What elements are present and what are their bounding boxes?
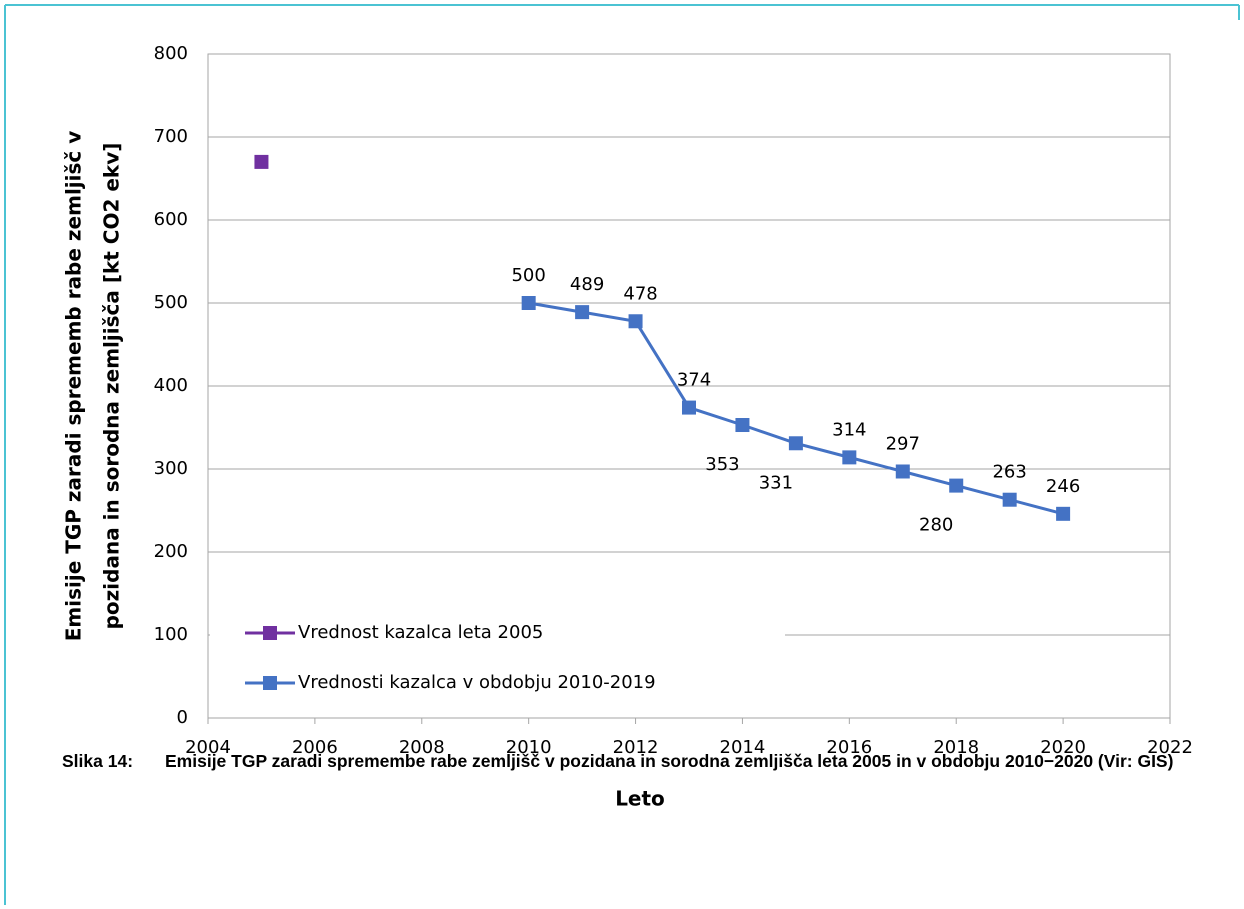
y-tick-label: 300 [154, 458, 188, 479]
y-tick-label: 400 [154, 375, 188, 396]
marker [254, 154, 269, 169]
y-tick-label: 0 [177, 707, 188, 728]
data-label: 478 [623, 283, 657, 304]
legend-bg [210, 608, 785, 708]
x-tick-label: 2016 [826, 737, 872, 758]
marker [949, 478, 964, 493]
y-tick-label: 800 [154, 43, 188, 64]
legend-marker [263, 676, 277, 690]
data-label: 489 [570, 274, 604, 295]
data-label: 246 [1046, 476, 1080, 497]
marker [895, 464, 910, 479]
marker [682, 400, 696, 415]
marker [788, 436, 803, 451]
x-tick-label: 2006 [292, 737, 338, 758]
x-tick-label: 2010 [506, 737, 552, 758]
x-tick-label: 2018 [933, 737, 979, 758]
y-tick-label: 600 [154, 209, 188, 230]
y-tick-label: 200 [154, 541, 188, 562]
series-line [528, 301, 1064, 516]
data-label: 263 [992, 462, 1026, 483]
data-label: 280 [919, 515, 953, 536]
legend-marker [263, 626, 277, 640]
data-label: 331 [759, 472, 793, 493]
x-tick-label: 2004 [185, 737, 231, 758]
marker [521, 296, 536, 310]
marker [735, 418, 750, 433]
y-tick-label: 700 [154, 126, 188, 147]
data-label: 297 [886, 433, 920, 454]
x-tick-label: 2020 [1040, 737, 1086, 758]
caption-label: Slika 14: [62, 751, 134, 771]
x-tick-label: 2014 [720, 737, 766, 758]
caption-text: Emisije TGP zaradi spremembe rabe zemlji… [165, 751, 1174, 771]
marker [1002, 492, 1017, 507]
y-tick-label: 500 [154, 292, 188, 313]
y-axis-label: pozidana in sorodna zemljišča [kt CO2 ek… [100, 143, 124, 630]
x-axis-label: Leto [615, 787, 665, 811]
legend-label: Vrednost kazalca leta 2005 [298, 622, 543, 643]
legend-label: Vrednosti kazalca v obdobju 2010-2019 [298, 672, 656, 693]
data-label: 353 [705, 454, 739, 475]
data-label: 500 [511, 265, 545, 286]
marker [575, 305, 590, 320]
marker [1056, 506, 1071, 521]
x-tick-label: 2008 [399, 737, 445, 758]
y-axis-label: Emisije TGP zaradi sprememb rabe zemljiš… [62, 131, 86, 642]
plot-border [207, 53, 1171, 719]
marker [842, 450, 857, 465]
marker [628, 314, 643, 329]
y-tick-label: 100 [154, 624, 188, 645]
x-tick-label: 2022 [1147, 737, 1193, 758]
data-label: 374 [677, 370, 711, 391]
x-tick-label: 2012 [613, 737, 659, 758]
data-label: 314 [832, 419, 866, 440]
